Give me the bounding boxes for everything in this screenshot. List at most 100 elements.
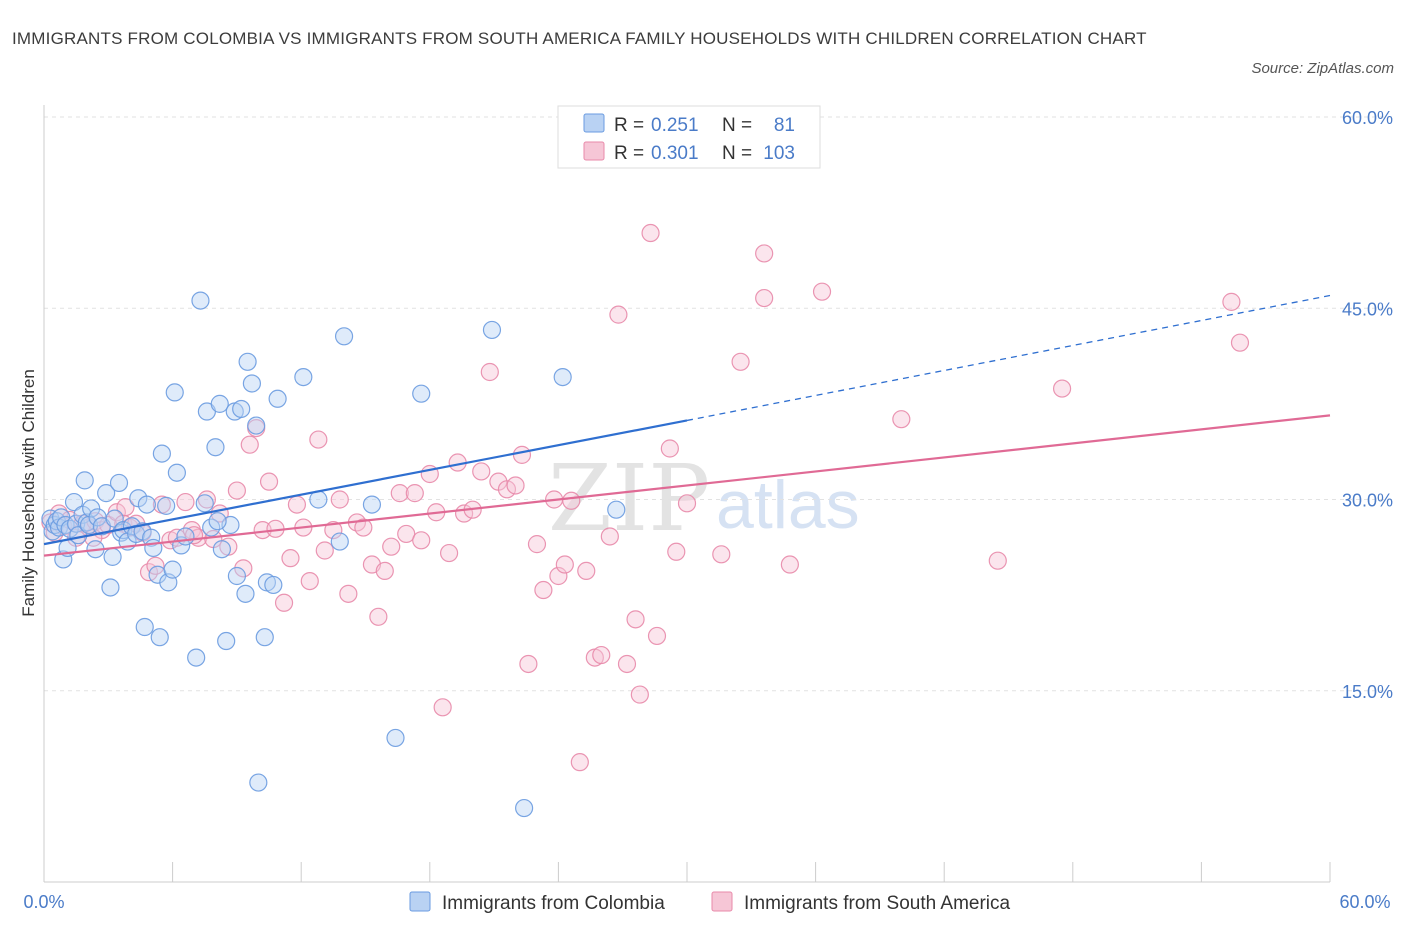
scatter-point [191,291,210,310]
scatter-point [362,495,382,514]
scatter-point [755,244,774,263]
y-tick-label: 45.0% [1342,299,1393,319]
legend-swatch-south-america [583,141,605,161]
legend-r-label-2: R = [614,143,644,164]
scatter-point [386,728,405,748]
scatter-point [137,495,156,514]
trend-line-colombia-extension [686,294,1331,422]
scatter-point [255,628,274,647]
scatter-point [187,648,206,667]
scatter-point [217,631,236,651]
legend-n-label-2: N = [722,143,752,164]
scatter-point [281,549,300,568]
scatter-point [101,578,120,597]
scatter-point [506,476,525,495]
scatter-point [227,566,246,586]
scatter-point [287,495,307,514]
scatter-point [527,535,547,554]
scatter-point [892,410,911,429]
scatter-point [212,540,231,559]
scatter-point [268,389,287,408]
scatter-point [412,531,431,550]
y-axis-label: Family Households with Children [19,369,38,617]
scatter-point [780,555,799,574]
top-legend: R = 0.251 N = 81 R = 0.301 N = 103 [557,105,821,169]
scatter-point [240,435,259,454]
scatter-point [534,580,553,600]
scatter-point [135,617,154,637]
scatter-point [1230,333,1250,352]
scatter-point [176,527,195,546]
scatter-point [439,543,459,563]
bottom-legend-label-south-america: Immigrants from South America [744,893,1011,914]
bottom-legend-label-colombia: Immigrants from Colombia [442,893,665,914]
scatter-point [433,698,452,717]
trend-lines [43,294,1331,557]
scatter-point [116,498,135,517]
scatter-point [103,547,122,566]
scatter-point [562,491,581,510]
scatter-point [667,542,686,561]
legend-r-value-1: 0.251 [651,115,699,136]
scatter-point [242,374,262,393]
scatter-point [247,416,266,435]
scatter-point [600,527,619,546]
scatter-point [165,383,184,402]
scatter-point [157,496,176,515]
scatter-point [497,480,517,499]
scatter-point [647,626,667,646]
scatter-point [232,399,251,419]
scatter-point [1052,379,1072,398]
legend-swatch-colombia [583,113,605,133]
scatter-point [660,439,679,458]
scatter-point [334,327,354,346]
scatter-point [300,571,319,591]
scatter-point [549,566,568,586]
trend-line-south-america [43,414,1331,557]
scatter-point [195,494,214,513]
bottom-legend: Immigrants from Colombia Immigrants from… [409,891,1011,914]
scatter-point [324,520,343,540]
source-label: Source: ZipAtlas.com [1251,60,1394,77]
series-colombia-points [41,291,626,818]
x-tick-label-min: 0.0% [23,892,64,912]
scatter-point [375,561,394,581]
scatter-point [259,472,279,491]
legend-n-value-1: 81 [774,115,795,136]
legend-r-value-2: 0.301 [651,143,699,164]
scatter-point [109,473,129,493]
scatter-point [315,541,334,560]
scatter-point [677,494,697,513]
scatter-point [264,575,283,595]
scatter-point [755,288,774,308]
scatter-point [731,352,750,371]
bottom-legend-swatch-colombia [409,891,431,912]
scatter-point [238,352,257,371]
scatter-point [369,607,388,626]
scatter-point [607,500,626,519]
scatter-point [592,645,611,665]
scatter-point [609,305,628,324]
x-tick-label-max: 60.0% [1339,892,1390,912]
scatter-point [64,492,84,512]
legend-r-label-1: R = [614,115,644,136]
series-south-america-points [41,223,1250,772]
scatter-point [206,438,225,457]
scatter-point [82,499,101,518]
scatter-point [163,560,182,579]
scatter-point [294,368,313,387]
scatter-point [472,462,491,481]
scatter-point [339,584,358,603]
scatter-point [97,484,116,503]
scatter-point [54,550,73,569]
scatter-point [77,513,96,532]
scatter-point [150,628,169,647]
watermark-atlas: atlas [716,467,860,543]
scatter-point [812,282,832,301]
scatter-point [210,394,229,413]
scatter-point [630,685,649,704]
scatter-point [555,555,574,574]
y-tick-labels: 15.0% 30.0% 45.0% 60.0% [1342,108,1393,702]
scatter-point [208,512,227,531]
